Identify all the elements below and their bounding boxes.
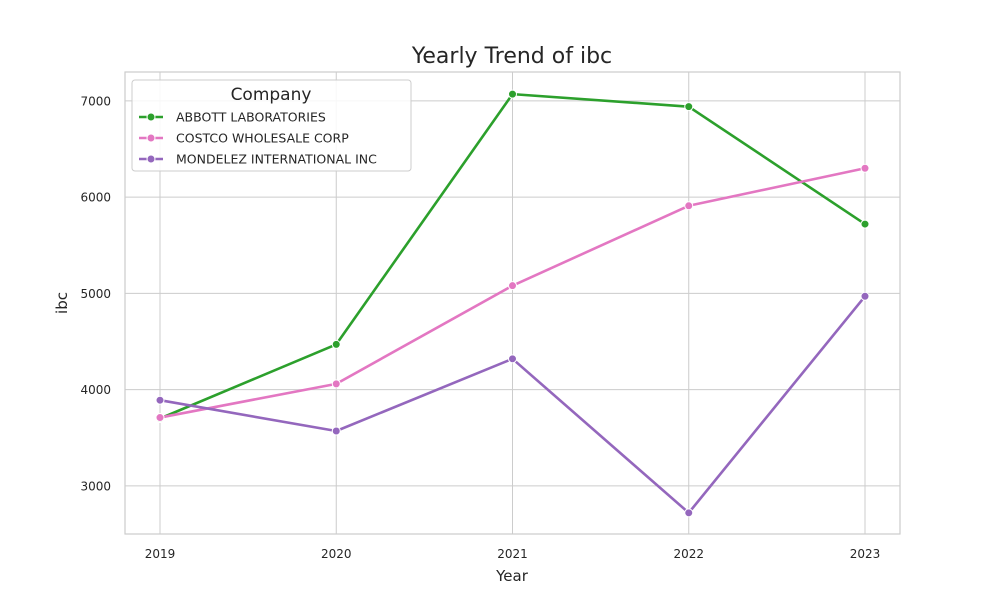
x-axis-label: Year bbox=[495, 567, 529, 585]
legend-items: ABBOTT LABORATORIES COSTCO WHOLESALE CORP… bbox=[139, 110, 377, 167]
legend-item: ABBOTT LABORATORIES bbox=[139, 110, 326, 125]
data-point bbox=[508, 354, 517, 364]
data-point bbox=[684, 201, 694, 211]
legend-label: COSTCO WHOLESALE CORP bbox=[176, 131, 349, 146]
series-layer bbox=[155, 89, 870, 518]
legend-label: MONDELEZ INTERNATIONAL INC bbox=[176, 152, 377, 167]
plot-frame bbox=[124, 71, 901, 535]
legend-item: MONDELEZ INTERNATIONAL INC bbox=[139, 152, 377, 167]
chart-title: Yearly Trend of ibc bbox=[411, 44, 612, 69]
y-tick-label: 6000 bbox=[80, 191, 111, 205]
legend-title: Company bbox=[231, 85, 312, 105]
legend-item: COSTCO WHOLESALE CORP bbox=[139, 131, 349, 146]
series-group bbox=[155, 163, 870, 423]
data-point bbox=[331, 339, 341, 349]
data-point bbox=[860, 163, 870, 173]
data-point bbox=[155, 413, 165, 423]
y-tick-label: 3000 bbox=[80, 479, 111, 493]
data-point bbox=[331, 379, 341, 389]
x-tick-labels: 2019 2020 2021 2022 2023 bbox=[145, 547, 881, 561]
legend-label: ABBOTT LABORATORIES bbox=[176, 110, 326, 125]
data-point bbox=[860, 219, 870, 229]
legend-swatch-marker bbox=[146, 133, 156, 143]
legend: Company ABBOTT LABORATORIES COSTCO WHOLES… bbox=[131, 79, 412, 172]
y-tick-label: 4000 bbox=[80, 383, 111, 397]
data-point bbox=[331, 426, 341, 436]
x-tick-label: 2019 bbox=[145, 547, 176, 561]
data-point bbox=[860, 291, 870, 301]
legend-swatch-marker bbox=[146, 154, 156, 164]
y-tick-label: 7000 bbox=[80, 94, 111, 108]
data-point bbox=[684, 508, 694, 518]
data-point bbox=[155, 395, 165, 405]
x-tick-label: 2023 bbox=[850, 547, 881, 561]
x-tick-label: 2020 bbox=[321, 547, 352, 561]
x-tick-label: 2022 bbox=[673, 547, 704, 561]
legend-swatch-marker bbox=[146, 112, 156, 122]
y-tick-labels: 3000 4000 5000 6000 7000 bbox=[80, 94, 111, 493]
data-point bbox=[508, 89, 517, 99]
y-axis-label: ibc bbox=[53, 292, 71, 314]
x-tick-label: 2021 bbox=[497, 547, 528, 561]
series-group bbox=[155, 291, 870, 518]
y-tick-label: 5000 bbox=[80, 287, 111, 301]
legend-box bbox=[131, 79, 412, 172]
data-point bbox=[508, 281, 517, 291]
grid bbox=[125, 72, 900, 534]
data-point bbox=[684, 102, 694, 112]
